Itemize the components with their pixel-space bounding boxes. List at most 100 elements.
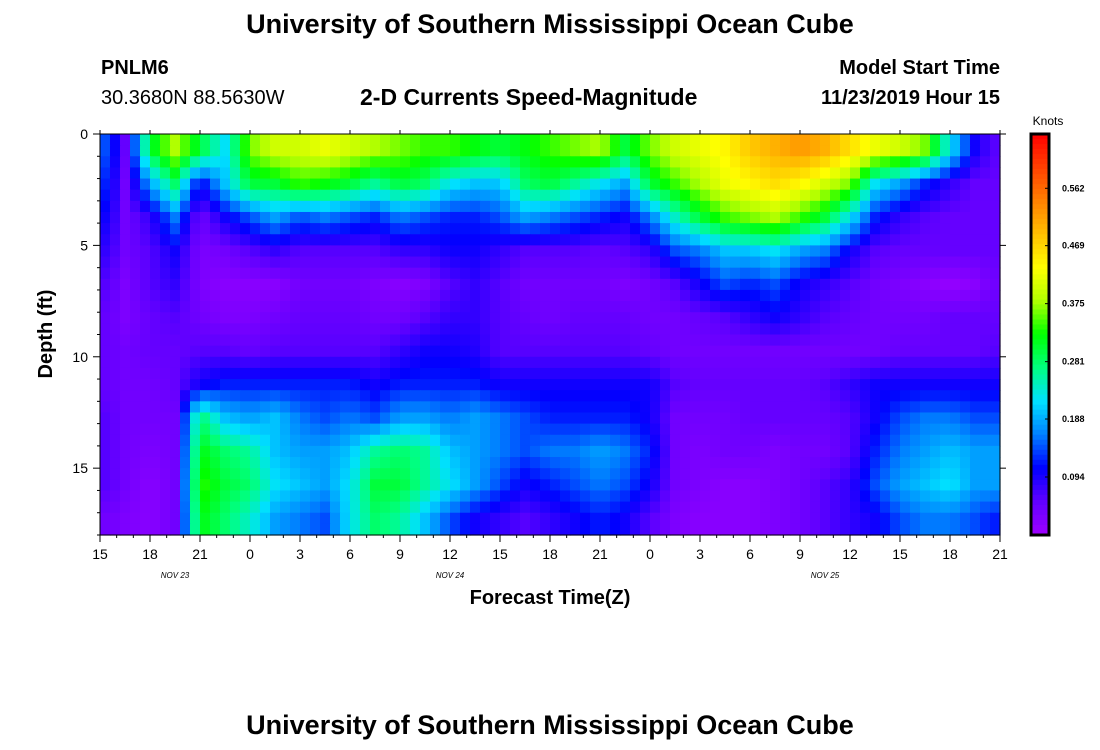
heatmap-cell <box>720 312 731 324</box>
heatmap-cell <box>750 423 761 436</box>
heatmap-cell <box>500 401 511 414</box>
heatmap-cell <box>140 523 151 536</box>
heatmap-cell <box>290 345 301 358</box>
heatmap-cell <box>160 167 171 180</box>
heatmap-cell <box>140 145 151 157</box>
heatmap-cell <box>850 156 861 169</box>
heatmap-cell <box>310 267 321 280</box>
heatmap-cell <box>300 356 311 369</box>
heatmap-cell <box>450 434 461 447</box>
heatmap-cell <box>980 256 991 269</box>
heatmap-cell <box>700 234 711 246</box>
heatmap-cell <box>890 178 901 191</box>
heatmap-cell <box>670 156 681 169</box>
heatmap-cell <box>330 379 341 391</box>
heatmap-cell <box>930 501 941 514</box>
heatmap-cell <box>460 501 471 514</box>
heatmap-cell <box>120 390 131 402</box>
heatmap-cell <box>430 445 441 458</box>
heatmap-cell <box>590 423 601 436</box>
heatmap-cell <box>520 267 531 280</box>
heatmap-cell <box>950 390 961 402</box>
heatmap-cell <box>800 512 811 525</box>
heatmap-cell <box>400 178 411 191</box>
heatmap-cell <box>360 345 371 358</box>
heatmap-cell <box>400 145 411 157</box>
heatmap-cell <box>510 401 521 414</box>
heatmap-cell <box>810 156 821 169</box>
heatmap-cell <box>490 423 501 436</box>
heatmap-cell <box>480 312 491 324</box>
heatmap-cell <box>690 278 701 291</box>
heatmap-cell <box>630 234 641 246</box>
heatmap-cell <box>900 379 911 391</box>
heatmap-cell <box>250 523 261 536</box>
heatmap-cell <box>910 189 921 202</box>
heatmap-cell <box>890 211 901 224</box>
heatmap-cell <box>260 390 271 402</box>
heatmap-cell <box>750 223 761 235</box>
heatmap-cell <box>580 379 591 391</box>
heatmap-cell <box>100 345 111 358</box>
heatmap-cell <box>760 412 771 425</box>
heatmap-cell <box>110 512 121 525</box>
heatmap-cell <box>900 457 911 469</box>
heatmap-cell <box>310 412 321 425</box>
heatmap-cell <box>980 156 991 169</box>
heatmap-cell <box>100 412 111 425</box>
heatmap-cell <box>990 412 1001 425</box>
heatmap-cell <box>850 356 861 369</box>
heatmap-cell <box>560 245 571 258</box>
heatmap-cell <box>580 334 591 347</box>
heatmap-cell <box>690 334 701 347</box>
heatmap-cell <box>250 267 261 280</box>
heatmap-cell <box>910 412 921 425</box>
heatmap-cell <box>590 356 601 369</box>
heatmap-cell <box>990 256 1001 269</box>
heatmap-cell <box>200 334 211 347</box>
heatmap-cell <box>220 267 231 280</box>
heatmap-cell <box>970 356 981 369</box>
heatmap-cell <box>170 512 181 525</box>
heatmap-cell <box>280 367 291 380</box>
heatmap-cell <box>800 401 811 414</box>
heatmap-cell <box>570 434 581 447</box>
heatmap-cell <box>130 445 141 458</box>
heatmap-cell <box>980 178 991 191</box>
colorbar-swatch <box>1031 494 1049 501</box>
heatmap-cell <box>270 245 281 258</box>
heatmap-cell <box>700 412 711 425</box>
heatmap-cell <box>720 200 731 213</box>
heatmap-cell <box>840 223 851 235</box>
heatmap-cell <box>920 301 931 313</box>
heatmap-cell <box>390 334 401 347</box>
heatmap-cell <box>470 479 481 492</box>
heatmap-cell <box>110 267 121 280</box>
heatmap-cell <box>620 234 631 246</box>
heatmap-cell <box>210 457 221 469</box>
heatmap-cell <box>490 223 501 235</box>
heatmap-cell <box>240 434 251 447</box>
heatmap-cell <box>400 423 411 436</box>
heatmap-cell <box>260 479 271 492</box>
heatmap-cell <box>320 401 331 414</box>
heatmap-cell <box>530 323 541 336</box>
heatmap-cell <box>600 267 611 280</box>
heatmap-cell <box>270 334 281 347</box>
heatmap-cell <box>690 367 701 380</box>
heatmap-cell <box>570 323 581 336</box>
heatmap-cell <box>940 323 951 336</box>
heatmap-cell <box>430 323 441 336</box>
heatmap-cell <box>280 178 291 191</box>
heatmap-cell <box>750 367 761 380</box>
heatmap-cell <box>440 523 451 536</box>
heatmap-cell <box>730 412 741 425</box>
heatmap-cell <box>720 412 731 425</box>
heatmap-cell <box>610 267 621 280</box>
heatmap-cell <box>270 434 281 447</box>
heatmap-cell <box>930 379 941 391</box>
heatmap-cell <box>360 134 371 146</box>
heatmap-cell <box>690 468 701 480</box>
heatmap-cell <box>330 457 341 469</box>
heatmap-cell <box>400 479 411 492</box>
